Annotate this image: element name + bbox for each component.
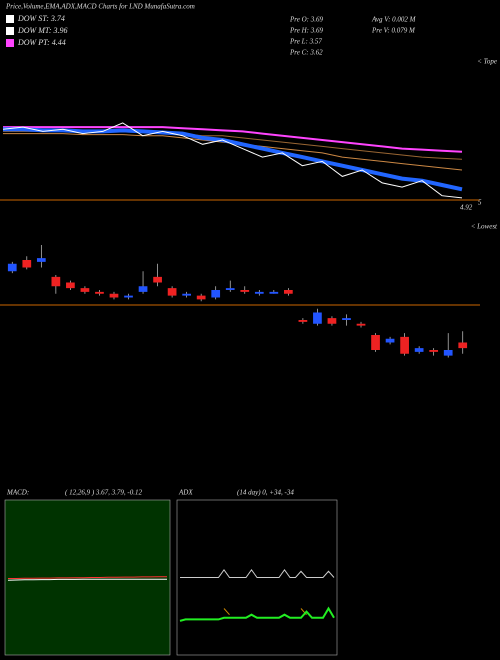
series-line: [3, 126, 463, 153]
panel-title: MACD:: [6, 489, 29, 497]
candle-body: [196, 295, 206, 300]
candle-body: [36, 258, 46, 262]
info-text: Pre C: 3.62: [289, 49, 323, 57]
candle-body: [284, 290, 293, 294]
panel-subtitle: ( 12,26,9 ) 3.67, 3.79, -0.12: [65, 489, 142, 497]
candle-body: [51, 276, 61, 287]
candle-body: [7, 263, 17, 272]
legend-swatch: [6, 15, 14, 23]
candle-body: [298, 320, 308, 322]
candle-body: [385, 338, 395, 343]
candle-body: [429, 350, 439, 352]
candle-body: [182, 293, 191, 296]
series-line: [179, 606, 335, 622]
candle-body: [342, 318, 351, 320]
candle-body: [254, 291, 264, 294]
legend-label: DOW PT: 4.44: [17, 38, 66, 47]
info-text: Avg V: 0.002 M: [371, 16, 417, 24]
candle-body: [371, 335, 380, 350]
panel-label: < Tope: [477, 58, 497, 66]
candle-body: [80, 288, 90, 292]
series-line: [3, 130, 463, 160]
series-line: [7, 578, 167, 581]
reference-label: 4.92: [460, 204, 473, 212]
series-line: [8, 576, 167, 579]
info-text: Pre L: 3.57: [289, 38, 322, 46]
candle-body: [458, 342, 468, 349]
series-line: [3, 133, 463, 171]
candle-body: [400, 336, 409, 354]
candle-body: [153, 276, 162, 283]
candle-body: [225, 288, 235, 290]
legend-label: DOW MT: 3.96: [17, 26, 68, 35]
candle-body: [95, 291, 104, 294]
candle-body: [66, 282, 75, 289]
candle-body: [22, 260, 32, 268]
candle-body: [443, 350, 453, 356]
candle-body: [313, 312, 322, 324]
candle-body: [138, 286, 148, 292]
panel-title: ADX: [178, 489, 193, 497]
candle-body: [124, 295, 133, 298]
candle-body: [240, 290, 250, 292]
info-text: Pre O: 3.69: [289, 16, 323, 24]
series-line: [180, 568, 335, 578]
candle-body: [211, 290, 221, 298]
legend-swatch: [6, 39, 14, 47]
candle-body: [327, 318, 337, 324]
info-text: Pre V: 0.079 M: [371, 27, 416, 35]
annotation: 5: [478, 199, 482, 207]
legend-label: DOW ST: 3.74: [17, 14, 65, 23]
candle-body: [356, 323, 366, 326]
candle-body: [167, 288, 177, 296]
info-text: Pre H: 3.69: [289, 27, 323, 35]
candle-body: [414, 348, 424, 352]
candle-body: [269, 291, 279, 294]
series-line: [2, 122, 463, 199]
page-title: Price,Volume,EMA,ADX,MACD Charts for LND…: [5, 3, 195, 11]
legend-swatch: [6, 27, 14, 35]
candle-body: [109, 293, 119, 298]
series-line: [3, 127, 463, 192]
panel-subtitle: (14 day) 0, +34, -34: [237, 489, 294, 497]
panel-label: < Lowest: [471, 223, 498, 231]
